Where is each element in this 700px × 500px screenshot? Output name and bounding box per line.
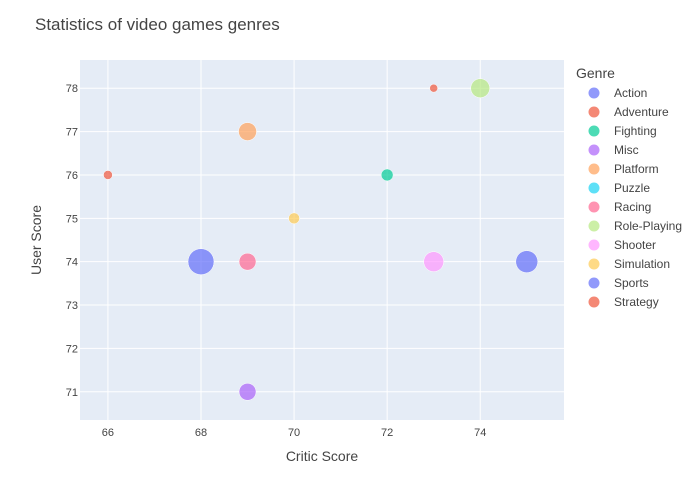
x-tick-label: 72 bbox=[381, 427, 393, 439]
legend-label: Sports bbox=[614, 276, 649, 290]
point-role-playing[interactable] bbox=[470, 78, 490, 98]
legend-marker bbox=[588, 125, 600, 137]
point-platform[interactable] bbox=[238, 122, 257, 141]
legend-marker bbox=[588, 277, 600, 289]
legend-item-strategy[interactable]: Strategy bbox=[588, 295, 659, 309]
legend-item-platform[interactable]: Platform bbox=[588, 162, 659, 176]
data-points bbox=[103, 78, 539, 401]
plot-area bbox=[80, 60, 564, 420]
legend-item-shooter[interactable]: Shooter bbox=[588, 238, 657, 252]
legend-label: Role-Playing bbox=[614, 219, 682, 233]
legend-item-racing[interactable]: Racing bbox=[588, 200, 652, 214]
legend-label: Adventure bbox=[614, 105, 669, 119]
legend-title: Genre bbox=[576, 65, 615, 81]
x-axis-title: Critic Score bbox=[286, 448, 359, 464]
point-adventure[interactable] bbox=[103, 170, 113, 180]
legend-item-fighting[interactable]: Fighting bbox=[588, 124, 657, 138]
point-action[interactable] bbox=[515, 250, 539, 273]
legend[interactable]: Genre Action Adventure Fighting Misc Platfor… bbox=[576, 65, 682, 309]
legend-marker bbox=[588, 163, 600, 175]
chart-title: Statistics of video games genres bbox=[35, 15, 280, 34]
y-tick-label: 72 bbox=[66, 343, 78, 355]
legend-label: Action bbox=[614, 86, 647, 100]
point-simulation[interactable] bbox=[288, 212, 300, 225]
point-shooter[interactable] bbox=[423, 251, 444, 272]
y-tick-label: 73 bbox=[66, 300, 78, 312]
x-tick-label: 74 bbox=[474, 427, 486, 439]
x-tick-label: 68 bbox=[195, 427, 207, 439]
x-axis-ticks: 66 68 70 72 74 bbox=[102, 427, 487, 439]
y-axis-title: User Score bbox=[28, 205, 44, 275]
y-tick-label: 77 bbox=[66, 127, 78, 139]
point-racing[interactable] bbox=[238, 252, 257, 271]
legend-label: Simulation bbox=[614, 257, 670, 271]
y-tick-label: 74 bbox=[66, 257, 78, 269]
legend-item-role-playing[interactable]: Role-Playing bbox=[588, 219, 683, 233]
legend-marker bbox=[588, 239, 600, 251]
legend-marker bbox=[588, 258, 600, 270]
legend-marker bbox=[588, 201, 600, 213]
legend-label: Fighting bbox=[614, 124, 657, 138]
legend-marker bbox=[588, 182, 600, 194]
legend-item-sports[interactable]: Sports bbox=[588, 276, 649, 290]
legend-label: Strategy bbox=[614, 295, 659, 309]
legend-item-puzzle[interactable]: Puzzle bbox=[588, 181, 651, 195]
y-tick-label: 71 bbox=[66, 387, 78, 399]
legend-marker bbox=[588, 106, 600, 118]
legend-label: Misc bbox=[614, 143, 639, 157]
legend-label: Platform bbox=[614, 162, 659, 176]
y-tick-label: 76 bbox=[66, 170, 78, 182]
legend-marker bbox=[588, 87, 600, 99]
legend-item-misc[interactable]: Misc bbox=[588, 143, 639, 157]
legend-label: Puzzle bbox=[614, 181, 650, 195]
legend-marker bbox=[588, 296, 600, 308]
legend-marker bbox=[588, 220, 600, 232]
x-tick-label: 70 bbox=[288, 427, 300, 439]
point-fighting[interactable] bbox=[380, 168, 394, 182]
y-axis-ticks: 71 72 73 74 75 76 77 78 bbox=[66, 83, 78, 399]
x-tick-label: 66 bbox=[102, 427, 114, 439]
y-tick-label: 75 bbox=[66, 213, 78, 225]
y-tick-label: 78 bbox=[66, 83, 78, 95]
point-sports[interactable] bbox=[187, 248, 215, 275]
legend-marker bbox=[588, 144, 600, 156]
legend-item-action[interactable]: Action bbox=[588, 86, 648, 100]
legend-label: Racing bbox=[614, 200, 651, 214]
point-strategy[interactable] bbox=[429, 83, 438, 93]
legend-item-simulation[interactable]: Simulation bbox=[588, 257, 671, 271]
legend-item-adventure[interactable]: Adventure bbox=[588, 105, 670, 119]
legend-label: Shooter bbox=[614, 238, 656, 252]
point-misc[interactable] bbox=[238, 383, 257, 401]
